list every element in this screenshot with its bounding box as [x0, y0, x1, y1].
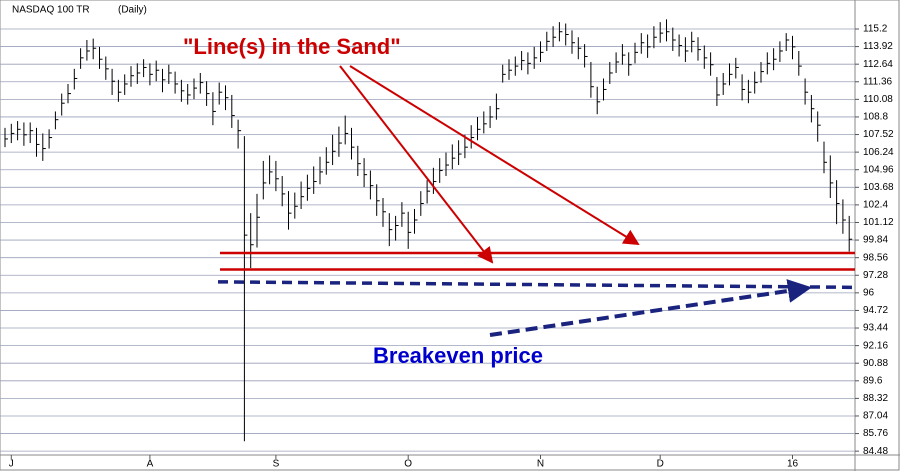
y-tick-label: 104.96 — [863, 164, 894, 175]
annotation: Breakeven price — [373, 343, 543, 368]
x-tick-label: 16 — [787, 459, 799, 470]
y-tick-label: 93.44 — [863, 323, 888, 334]
x-tick-label: N — [537, 459, 544, 470]
y-tick-label: 102.4 — [863, 200, 888, 211]
y-tick-label: 88.32 — [863, 393, 888, 404]
y-tick-label: 110.08 — [863, 94, 893, 105]
x-tick-label: A — [147, 459, 154, 470]
y-tick-label: 94.72 — [863, 305, 888, 316]
x-tick-label: O — [404, 459, 412, 470]
y-tick-label: 99.84 — [863, 235, 888, 246]
y-tick-label: 84.48 — [863, 446, 888, 457]
annotation: "Line(s) in the Sand" — [183, 34, 401, 59]
y-tick-label: 87.04 — [863, 411, 888, 422]
y-tick-label: 115.2 — [863, 24, 888, 35]
subtitle: (Daily) — [118, 5, 147, 16]
arrow — [349, 65, 640, 246]
y-tick-label: 98.56 — [863, 252, 888, 263]
marks — [4, 19, 853, 442]
y-tick-label: 113.92 — [863, 41, 893, 52]
y-tick-label: 90.88 — [863, 358, 888, 369]
y-tick-label: 112.64 — [863, 59, 893, 70]
y-tick-label: 96 — [863, 287, 875, 298]
y-tick-label: 111.36 — [863, 76, 893, 87]
y-tick-label: 101.12 — [863, 217, 894, 228]
y-tick-label: 97.28 — [863, 270, 888, 281]
x-tick-label: D — [657, 459, 664, 470]
chart-title: NASDAQ 100 TR — [12, 5, 90, 16]
y-tick-label: 108.8 — [863, 112, 888, 123]
breakeven-line — [217, 280, 856, 290]
y-tick-label: 107.52 — [863, 129, 894, 140]
y-tick-label: 85.76 — [863, 428, 888, 439]
arrow — [339, 65, 494, 264]
y-tick-label: 92.16 — [863, 340, 888, 351]
y-tick-label: 89.6 — [863, 375, 883, 386]
y-tick-label: 103.68 — [863, 182, 894, 193]
y-tick-label: 106.24 — [863, 147, 894, 158]
x-tick-label: S — [273, 459, 280, 470]
x-tick-label: J — [9, 459, 14, 470]
